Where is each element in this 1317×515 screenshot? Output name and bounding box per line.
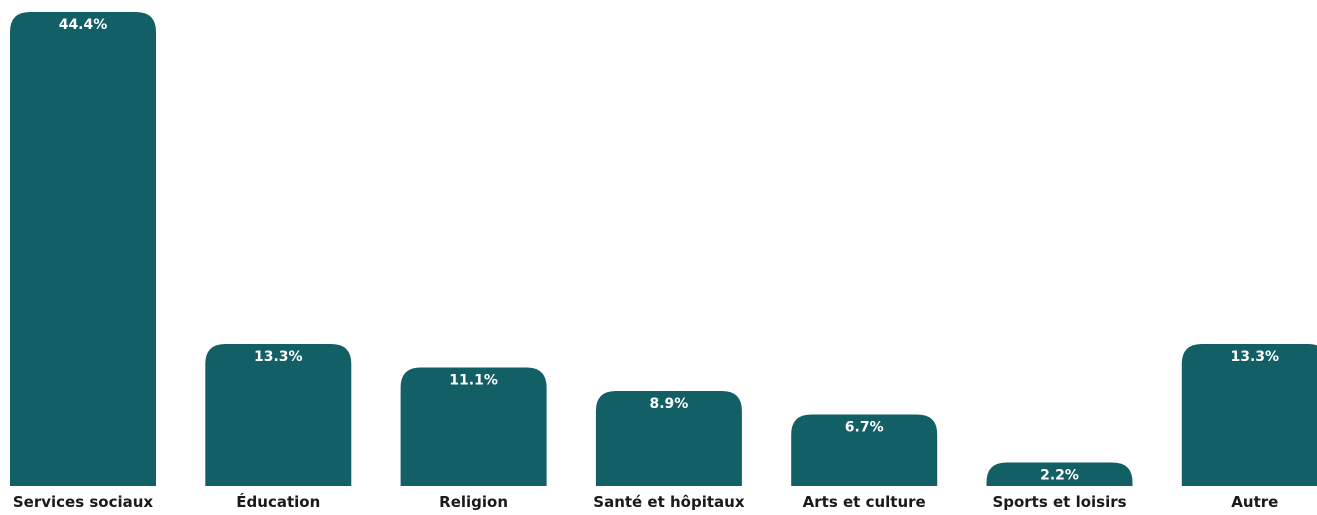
category-label-religion: Religion	[439, 493, 508, 511]
value-label-autre: 13.3%	[1231, 349, 1280, 365]
bar-sports-et-loisirs	[986, 462, 1133, 486]
category-label-services-sociaux: Services sociaux	[13, 493, 154, 511]
bar-sante-et-hopitaux	[595, 390, 742, 486]
value-labels-group: 44.4% 13.3% 11.1% 8.9% 6.7% 2.2% 13.3%	[59, 17, 1279, 484]
value-label-religion: 11.1%	[449, 373, 498, 389]
category-label-sante-et-hopitaux: Santé et hôpitaux	[593, 493, 745, 511]
value-label-arts-et-culture: 6.7%	[845, 419, 884, 435]
category-label-sports-et-loisirs: Sports et loisirs	[992, 493, 1126, 511]
bar-arts-et-culture	[791, 414, 938, 486]
category-label-education: Éducation	[236, 492, 320, 511]
bar-education	[205, 344, 352, 486]
category-labels-group: Services sociaux Éducation Religion Santé e…	[13, 492, 1278, 511]
value-label-sports-et-loisirs: 2.2%	[1040, 468, 1079, 484]
bar-religion	[400, 367, 547, 486]
bar-autre	[1181, 344, 1317, 486]
bar-services-sociaux	[10, 12, 156, 486]
category-label-arts-et-culture: Arts et culture	[803, 493, 926, 511]
value-label-services-sociaux: 44.4%	[59, 17, 108, 33]
value-label-sante-et-hopitaux: 8.9%	[649, 396, 688, 412]
value-label-education: 13.3%	[254, 349, 303, 365]
category-label-autre: Autre	[1231, 493, 1278, 511]
bars-group	[10, 12, 1317, 486]
